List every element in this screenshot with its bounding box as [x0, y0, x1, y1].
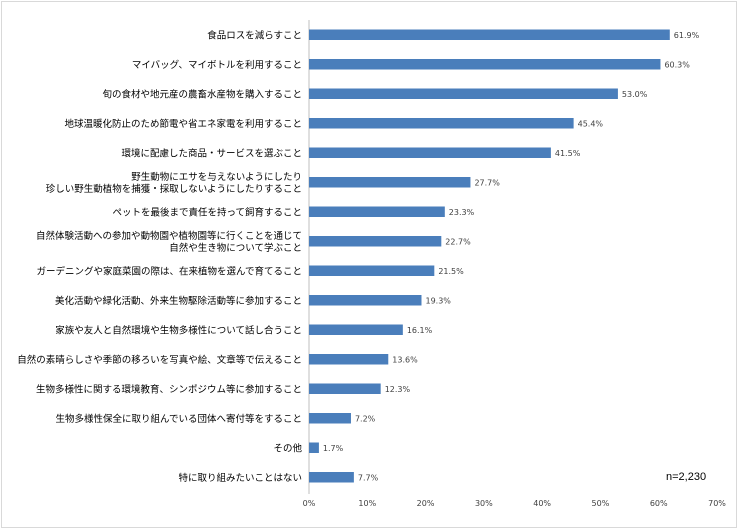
bar	[309, 29, 670, 40]
bar	[309, 442, 319, 453]
bar	[309, 472, 354, 483]
category-label: 美化活動や緑化活動、外来生物駆除活動等に参加すること	[55, 295, 302, 307]
category-label: 珍しい野生動植物を捕獲・採取しないようにしたりすること	[46, 183, 302, 195]
sample-size-note: n=2,230	[666, 471, 707, 483]
x-tick-label: 10%	[358, 499, 376, 508]
category-label: 自然体験活動への参加や動物園や植物園等に行くことを通じて	[36, 230, 302, 242]
data-label: 22.7%	[445, 237, 471, 246]
data-label: 61.9%	[674, 31, 700, 40]
bar	[309, 236, 442, 247]
data-label: 7.2%	[355, 414, 376, 423]
bar	[309, 265, 435, 276]
data-label: 53.0%	[622, 90, 648, 99]
data-label: 16.1%	[407, 326, 433, 335]
bar	[309, 177, 471, 188]
category-label: 地球温暖化防止のため節電や省エネ家電を利用すること	[64, 118, 302, 130]
category-label: 野生動物にエサを与えないようにしたり	[131, 171, 302, 183]
category-label: マイバッグ、マイボトルを利用すること	[132, 59, 302, 71]
bar	[309, 413, 351, 424]
data-label: 19.3%	[425, 296, 451, 305]
bar	[309, 147, 551, 158]
category-label: 家族や友人と自然環境や生物多様性について話し合うこと	[55, 324, 302, 336]
bar	[309, 354, 389, 365]
x-tick-label: 60%	[650, 499, 668, 508]
data-label: 13.6%	[392, 355, 418, 364]
category-label: ペットを最後まで責任を持って飼育すること	[112, 206, 302, 218]
data-label: 12.3%	[385, 385, 411, 394]
data-label: 1.7%	[323, 444, 344, 453]
data-label: 23.3%	[449, 208, 475, 217]
bar	[309, 88, 618, 99]
category-label: その他	[273, 442, 302, 454]
x-tick-label: 40%	[533, 499, 551, 508]
category-label: 食品ロスを減らすこと	[207, 29, 302, 41]
category-label: 生物多様性に関する環境教育、シンポジウム等に参加すること	[36, 383, 302, 395]
category-label: 旬の食材や地元産の農畜水産物を購入すること	[102, 88, 302, 100]
bar	[309, 118, 574, 129]
data-label: 45.4%	[578, 119, 604, 128]
bar	[309, 59, 661, 70]
data-label: 41.5%	[555, 149, 581, 158]
bar	[309, 206, 445, 217]
bar	[309, 324, 403, 335]
x-tick-label: 30%	[475, 499, 493, 508]
data-label: 7.7%	[358, 473, 379, 482]
x-tick-label: 20%	[417, 499, 435, 508]
category-label: 自然の素晴らしさや季節の移ろいを写真や絵、文章等で伝えること	[17, 354, 302, 366]
x-tick-label: 70%	[708, 499, 726, 508]
x-tick-label: 0%	[303, 499, 316, 508]
category-label: 生物多様性保全に取り組んでいる団体へ寄付等をすること	[55, 413, 302, 425]
category-label: 環境に配慮した商品・サービスを選ぶこと	[121, 147, 302, 159]
category-label: 自然や生き物について学ぶこと	[169, 242, 302, 254]
data-label: 60.3%	[664, 60, 690, 69]
x-tick-label: 50%	[592, 499, 610, 508]
data-label: 21.5%	[438, 267, 464, 276]
bar	[309, 383, 381, 394]
category-label: 特に取り組みたいことはない	[178, 472, 302, 484]
bar	[309, 295, 422, 306]
category-label: ガーデニングや家庭菜園の際は、在来植物を選んで育てること	[36, 265, 302, 277]
data-label: 27.7%	[474, 178, 500, 187]
